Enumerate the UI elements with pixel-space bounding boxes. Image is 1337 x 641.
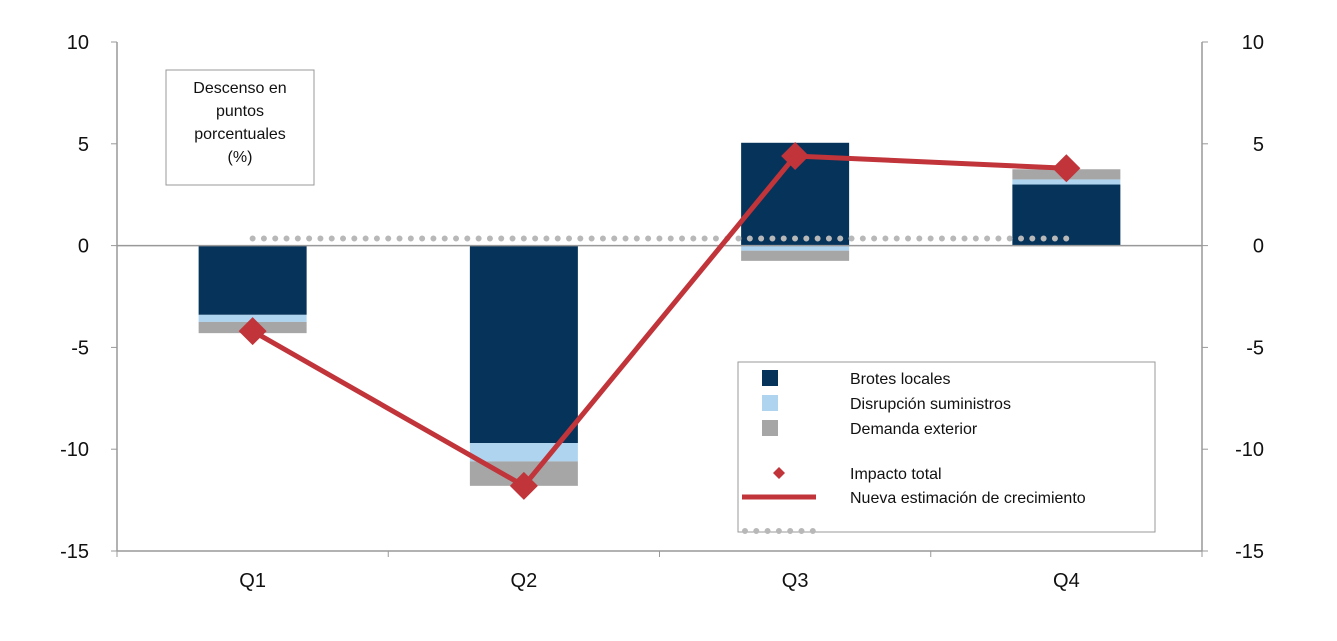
- y-tick-label: 5: [78, 134, 89, 156]
- annotation-box: [165, 69, 315, 186]
- y-tick-label: 10: [67, 32, 89, 54]
- y-tick-label: 0: [78, 236, 89, 258]
- legend-label: Nueva estimación de crecimiento: [850, 490, 1086, 507]
- annotation-text: porcentuales: [194, 126, 286, 143]
- bar-disrupción-suministros: [741, 245, 850, 251]
- impact-marker: [509, 471, 538, 500]
- legend-label: Demanda exterior: [850, 421, 978, 438]
- x-tick-label: Q1: [239, 570, 266, 592]
- x-tick-label: Q2: [511, 570, 538, 592]
- y-tick-label-right: -10: [1235, 439, 1264, 461]
- legend-swatch: [762, 370, 778, 386]
- bar-brotes-locales: [1012, 184, 1121, 246]
- legend-label: Brotes locales: [850, 371, 951, 388]
- legend-swatch: [762, 395, 778, 411]
- annotation-text: (%): [228, 149, 253, 166]
- y-tick-label: -5: [71, 337, 89, 359]
- y-tick-label: -15: [60, 541, 89, 563]
- y-tick-label-right: 0: [1253, 236, 1264, 258]
- impact-marker: [1052, 154, 1081, 183]
- legend-marker: [773, 467, 785, 479]
- impact-marker: [238, 317, 267, 346]
- bar-demanda-exterior: [741, 250, 850, 261]
- y-tick-label: -10: [60, 439, 89, 461]
- y-tick-label-right: -15: [1235, 541, 1264, 563]
- annotation-text: puntos: [216, 103, 264, 120]
- bar-brotes-locales: [198, 245, 307, 315]
- x-tick-label: Q4: [1053, 570, 1080, 592]
- impact-marker: [781, 142, 810, 171]
- y-tick-label-right: 5: [1253, 134, 1264, 156]
- legend-swatch: [762, 420, 778, 436]
- bar-disrupción-suministros: [469, 443, 578, 462]
- y-tick-label-right: 10: [1242, 32, 1264, 54]
- bar-brotes-locales: [469, 245, 578, 444]
- legend-label: Disrupción suministros: [850, 396, 1011, 413]
- annotation-text: Descenso en: [193, 80, 286, 97]
- growth-line: [251, 153, 1067, 490]
- legend-label: Impacto total: [850, 466, 942, 483]
- x-tick-label: Q3: [782, 570, 809, 592]
- y-tick-label-right: -5: [1246, 337, 1264, 359]
- legend: [737, 361, 1156, 533]
